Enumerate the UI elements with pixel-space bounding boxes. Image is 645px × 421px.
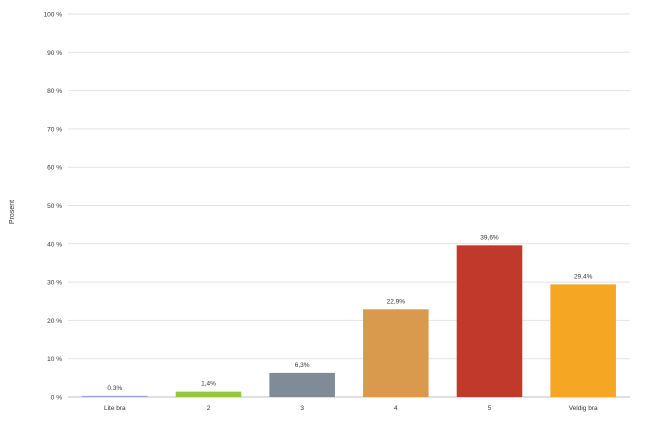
x-tick-label: 4 [394, 405, 398, 412]
y-tick-label: 100 % [44, 12, 63, 19]
x-tick-label: 3 [300, 405, 304, 412]
y-tick-label: 40 % [47, 241, 62, 248]
y-tick-label: 80 % [47, 88, 62, 95]
bars [82, 245, 616, 397]
gridlines [68, 13, 630, 398]
y-axis-ticks: 0 % 10 % 20 % 30 % 40 % 50 % 60 % 70 % 80 % 90 % 1… [44, 12, 63, 402]
bar [82, 395, 148, 397]
y-tick-label: 70 % [47, 126, 62, 133]
data-label: 0,3% [107, 385, 122, 392]
y-axis-title: Prosent [9, 200, 16, 224]
data-label: 6,3% [295, 362, 310, 369]
x-tick-label: 2 [207, 405, 211, 412]
bar [456, 245, 523, 397]
data-label: 29,4% [574, 273, 593, 280]
x-tick-label: 5 [488, 405, 492, 412]
y-tick-label: 90 % [47, 50, 62, 57]
y-tick-label: 20 % [47, 318, 62, 325]
bar [550, 284, 616, 397]
y-tick-label: 0 % [51, 395, 62, 402]
bar [269, 372, 335, 397]
bar [175, 391, 242, 397]
bar [363, 309, 429, 397]
data-label: 22,9% [387, 298, 406, 305]
data-label: 39,6% [480, 234, 499, 241]
y-tick-label: 10 % [47, 356, 62, 363]
x-tick-label: Veldig bra [569, 405, 598, 412]
y-tick-label: 60 % [47, 165, 62, 172]
y-tick-label: 30 % [47, 280, 62, 287]
x-tick-label: Lite bra [104, 405, 126, 412]
data-labels: 0,3% 1,4% 6,3% 22,9% 39,6% 29,4% [107, 234, 592, 392]
data-label: 1,4% [201, 381, 216, 388]
y-tick-label: 50 % [47, 203, 62, 210]
x-axis-ticks: Lite bra 2 3 4 5 Veldig bra [104, 405, 598, 412]
